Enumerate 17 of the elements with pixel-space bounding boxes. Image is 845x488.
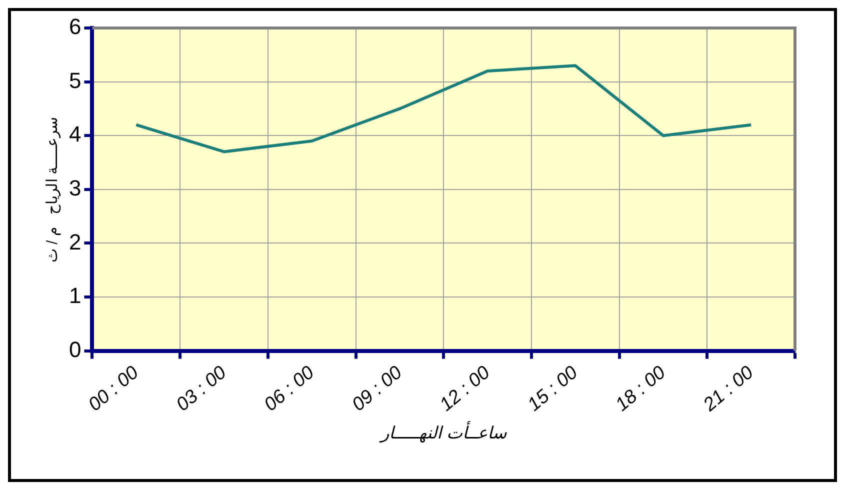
x-tick-label: 06 : 00 <box>260 362 319 416</box>
y-tick-label: 3 <box>68 175 82 200</box>
x-axis-title: ساعــأت النهـــــار <box>378 420 508 444</box>
x-tick-label: 15 : 00 <box>524 362 582 416</box>
x-tick-label: 18 : 00 <box>612 362 670 416</box>
x-tick-label: 00 : 00 <box>84 362 144 416</box>
y-tick-label: 0 <box>68 336 82 362</box>
x-tick-label: 03 : 00 <box>172 362 231 416</box>
x-tick-label: 21 : 00 <box>698 362 758 416</box>
y-tick-label: 4 <box>68 122 82 147</box>
x-tick-label: 12 : 00 <box>436 362 494 416</box>
x-tick-label: 09 : 00 <box>348 362 407 416</box>
y-tick-label: 5 <box>68 68 82 93</box>
y-tick-label: 1 <box>68 283 82 308</box>
y-tick-label: 6 <box>68 14 82 40</box>
y-axis-title: سرعـــــة الرياح م / ث <box>44 116 62 262</box>
y-tick-label: 2 <box>68 229 82 254</box>
